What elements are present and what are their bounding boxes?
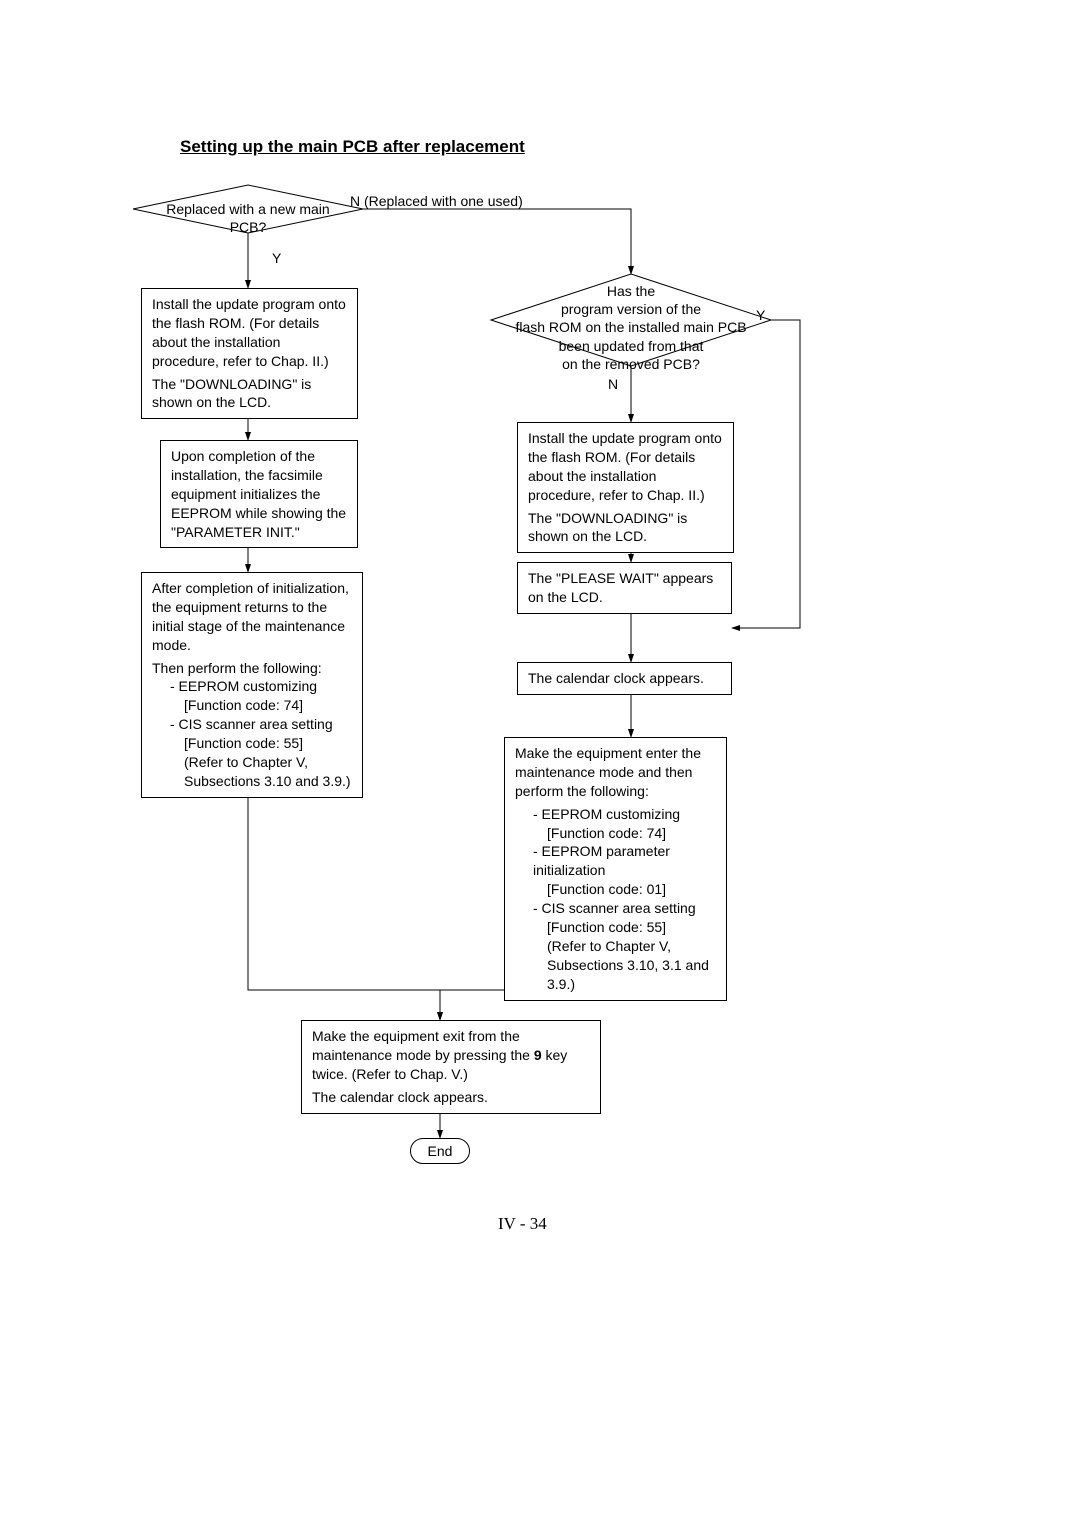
box-b2: Upon completion of the installation, the…: [160, 440, 358, 548]
box-b3: After completion of initialization, the …: [141, 572, 363, 798]
decision-d1-text: Replaced with a new main PCB?: [148, 200, 348, 236]
b2-line1: Upon completion of the installation, the…: [171, 447, 347, 541]
box-b5: The "PLEASE WAIT" appears on the LCD.: [517, 562, 732, 614]
b7-item5: - CIS scanner area setting: [515, 899, 716, 918]
b7-line1: Make the equipment enter the maintenance…: [515, 744, 716, 801]
d2-l4: been updated from that: [498, 337, 764, 355]
b3-item3: - CIS scanner area setting: [152, 715, 352, 734]
box-b8: Make the equipment exit from the mainten…: [301, 1020, 601, 1114]
d2-l2: program version of the: [498, 300, 764, 318]
b7-item6: [Function code: 55]: [515, 918, 716, 937]
d2-yes-label: Y: [756, 307, 765, 323]
box-b7: Make the equipment enter the maintenance…: [504, 737, 727, 1001]
terminator-end: End: [410, 1138, 470, 1164]
b8-line1: Make the equipment exit from the mainten…: [312, 1027, 590, 1084]
b7-item7: (Refer to Chapter V, Subsections 3.10, 3…: [515, 937, 716, 994]
b3-item4: [Function code: 55]: [152, 734, 352, 753]
box-b4: Install the update program onto the flas…: [517, 422, 734, 553]
b1-line2: The "DOWNLOADING" is shown on the LCD.: [152, 375, 347, 413]
box-b1: Install the update program onto the flas…: [141, 288, 358, 419]
b3-item2: [Function code: 74]: [152, 696, 352, 715]
b3-line2: Then perform the following:: [152, 659, 352, 678]
d1-yes-label: Y: [272, 250, 281, 266]
b4-line1: Install the update program onto the flas…: [528, 429, 723, 505]
b4-line2: The "DOWNLOADING" is shown on the LCD.: [528, 509, 723, 547]
page-number: IV - 34: [498, 1214, 547, 1234]
b5-line1: The "PLEASE WAIT" appears on the LCD.: [528, 569, 721, 607]
b1-line1: Install the update program onto the flas…: [152, 295, 347, 371]
d2-no-label: N: [608, 376, 618, 392]
d2-l3: flash ROM on the installed main PCB: [498, 318, 764, 336]
box-b6: The calendar clock appears.: [517, 662, 732, 695]
b7-item2: [Function code: 74]: [515, 824, 716, 843]
b3-to-b8: [248, 780, 440, 1020]
b7-item3: - EEPROM parameter initialization: [515, 842, 716, 880]
d1-to-d2: [363, 209, 631, 274]
b3-item1: - EEPROM customizing: [152, 677, 352, 696]
b7-item1: - EEPROM customizing: [515, 805, 716, 824]
d2-l1: Has the: [498, 282, 764, 300]
b8-line2: The calendar clock appears.: [312, 1088, 590, 1107]
b7-item4: [Function code: 01]: [515, 880, 716, 899]
b3-line1: After completion of initialization, the …: [152, 579, 352, 655]
d1-no-label: N (Replaced with one used): [350, 193, 523, 209]
b6-line1: The calendar clock appears.: [528, 669, 721, 688]
decision-d2-text: Has the program version of the flash ROM…: [498, 282, 764, 373]
b3-item5: (Refer to Chapter V, Subsections 3.10 an…: [152, 753, 352, 791]
d2-l5: on the removed PCB?: [498, 355, 764, 373]
